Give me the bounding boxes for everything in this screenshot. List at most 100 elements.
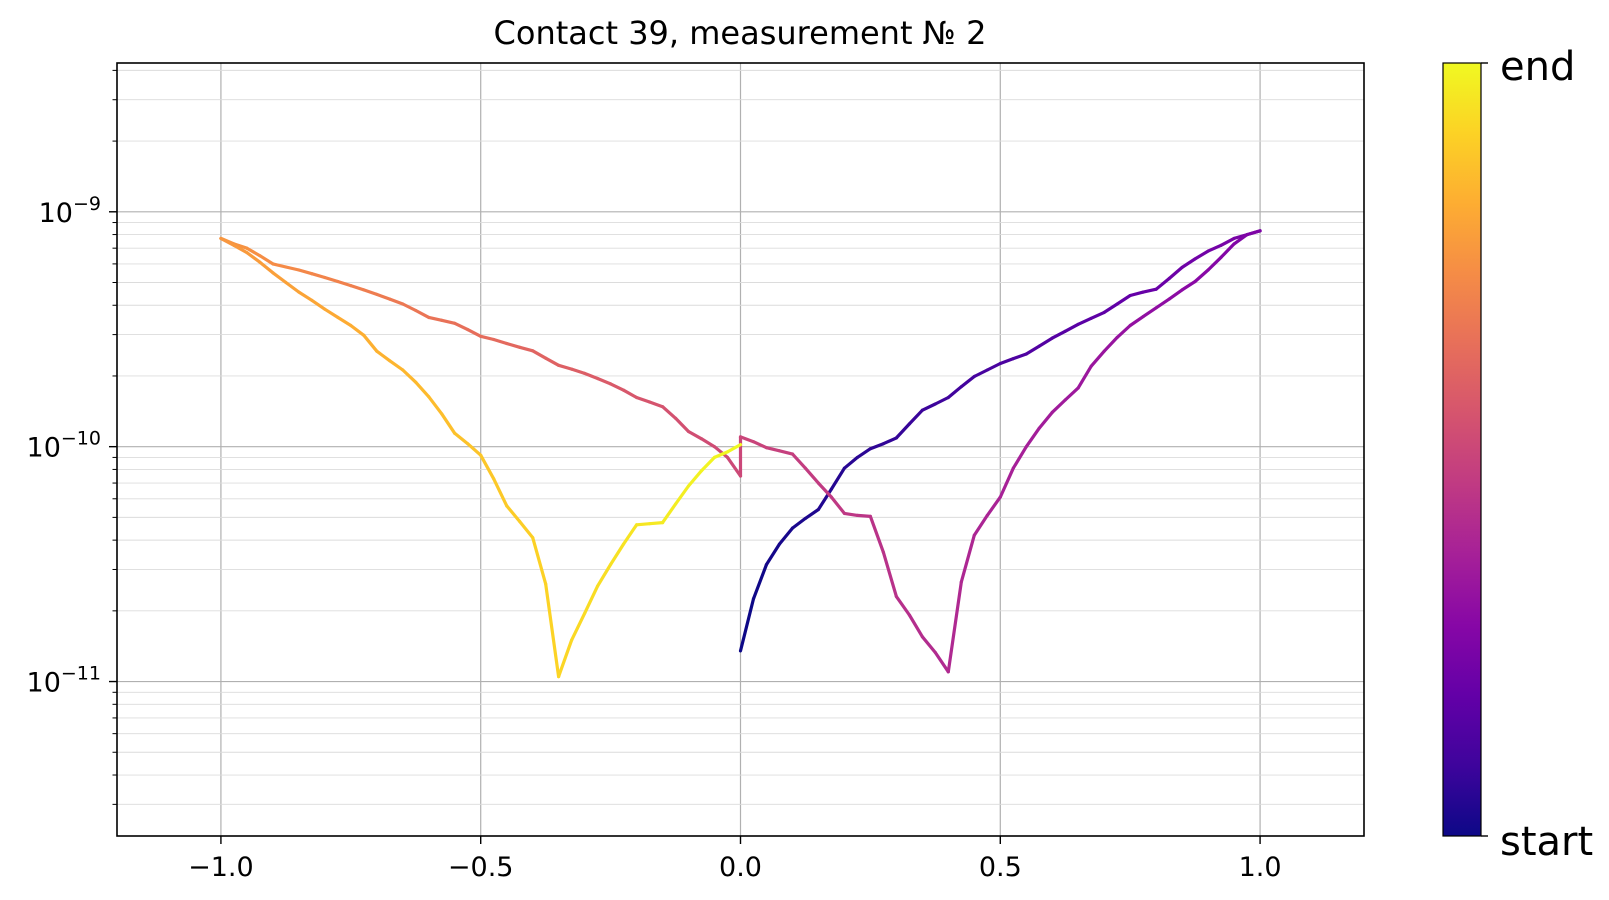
sweep-segment <box>479 334 496 342</box>
sweep-segment <box>1141 287 1158 294</box>
sweep-segment <box>414 308 431 319</box>
sweep-segment <box>518 519 535 540</box>
sweep-segment <box>647 520 665 526</box>
sweep-segment <box>310 272 327 280</box>
sweep-segment <box>816 481 834 499</box>
sweep-segment <box>453 431 470 446</box>
sweep-segment <box>764 446 782 453</box>
colorbar-end-label: end <box>1500 44 1575 90</box>
sweep-segment <box>647 400 665 409</box>
sweep-segment <box>738 435 756 444</box>
sweep-segment <box>1024 344 1041 356</box>
sweep-segment <box>1102 302 1119 314</box>
sweep-segment <box>946 580 963 674</box>
sweep-segment <box>998 357 1015 366</box>
sweep-segment <box>297 290 314 302</box>
sweep-segment <box>466 328 483 338</box>
sweep-segment <box>232 242 249 250</box>
sweep-segment <box>1011 352 1028 361</box>
sweep-segment <box>271 262 288 269</box>
sweep-segment <box>686 469 704 488</box>
sweep-segment <box>751 440 769 450</box>
sweep-segment <box>881 550 899 599</box>
sweep-segment <box>686 429 704 441</box>
sweep-segment <box>595 376 613 386</box>
x-axis: −1.0 −0.5 0.0 0.5 1.0 <box>188 836 1282 883</box>
sweep-segment <box>1063 322 1080 333</box>
sweep-segment <box>1219 242 1236 259</box>
sweep-segment <box>634 395 652 404</box>
y-tick-label: 10−9 <box>39 193 101 229</box>
sweep-segment <box>621 388 639 400</box>
sweep-segment <box>388 297 405 306</box>
sweep-segment <box>414 380 431 399</box>
sweep-segment <box>284 265 301 272</box>
sweep-segment <box>933 395 950 406</box>
sweep-segment <box>427 395 444 416</box>
sweep-segment <box>855 447 873 459</box>
sweep-segment <box>1024 426 1041 449</box>
sweep-segment <box>1180 257 1197 269</box>
sweep-segment <box>336 315 353 328</box>
sweep-segment <box>531 349 548 360</box>
sweep-segment <box>673 484 691 506</box>
x-tick-label: 0.0 <box>719 852 762 883</box>
x-tick-label: −1.0 <box>188 852 254 883</box>
sweep-segment <box>375 349 392 363</box>
x-tick-label: −0.5 <box>448 852 514 883</box>
sweep-segment <box>1206 243 1223 253</box>
sweep-segment <box>440 318 457 325</box>
sweep-segment <box>894 594 912 617</box>
sweep-segment <box>1219 236 1236 247</box>
sweep-segment <box>1037 336 1054 348</box>
sweep-segment <box>1102 335 1119 353</box>
sweep-segment <box>245 246 262 258</box>
sweep-segment <box>582 584 600 616</box>
sweep-segment <box>660 502 678 525</box>
sweep-segment <box>362 333 379 353</box>
sweep-segment <box>582 371 600 381</box>
y-tick-label: 10−11 <box>27 663 101 699</box>
sweep-segment <box>1180 279 1197 292</box>
sweep-segment <box>829 466 847 491</box>
series <box>219 229 1262 679</box>
chart-title: Contact 39, measurement № 2 <box>494 14 987 52</box>
sweep-segment <box>1141 306 1158 319</box>
sweep-segment <box>829 495 847 516</box>
x-tick-label: 0.5 <box>979 852 1022 883</box>
sweep-segment <box>608 382 626 392</box>
sweep-segment <box>1089 349 1106 368</box>
sweep-segment <box>634 522 652 527</box>
sweep-segment <box>569 367 587 375</box>
sweep-segment <box>388 359 405 372</box>
sweep-segment <box>349 323 366 337</box>
sweep-segment <box>985 361 1002 372</box>
sweep-segment <box>1037 410 1054 430</box>
sweep-segment <box>712 445 730 459</box>
sweep-segment <box>894 422 912 440</box>
sweep-segment <box>959 533 976 584</box>
sweep-segment <box>777 526 795 546</box>
sweep-segment <box>440 412 457 435</box>
sweep-segment <box>920 635 937 655</box>
sweep-segment <box>972 368 989 379</box>
sweep-segment <box>790 452 808 470</box>
sweep-segment <box>699 455 717 473</box>
sweep-segment <box>933 650 950 674</box>
y-tick-label: 10−10 <box>27 428 101 464</box>
sweep-segment <box>1115 293 1132 306</box>
sweep-segment <box>1128 315 1145 328</box>
sweep-segment <box>1050 329 1067 340</box>
sweep-segment <box>531 535 548 586</box>
sweep-segment <box>401 302 418 313</box>
sweep-segment <box>505 341 522 349</box>
sweep-segment <box>427 315 444 322</box>
sweep-segment <box>1193 249 1210 261</box>
sweep-segment <box>660 405 678 420</box>
sweep-segment <box>777 449 795 456</box>
sweep-segment <box>258 260 275 275</box>
sweep-segment <box>1232 233 1249 246</box>
sweep-segment <box>544 582 561 679</box>
sweep-segment <box>1154 297 1171 310</box>
